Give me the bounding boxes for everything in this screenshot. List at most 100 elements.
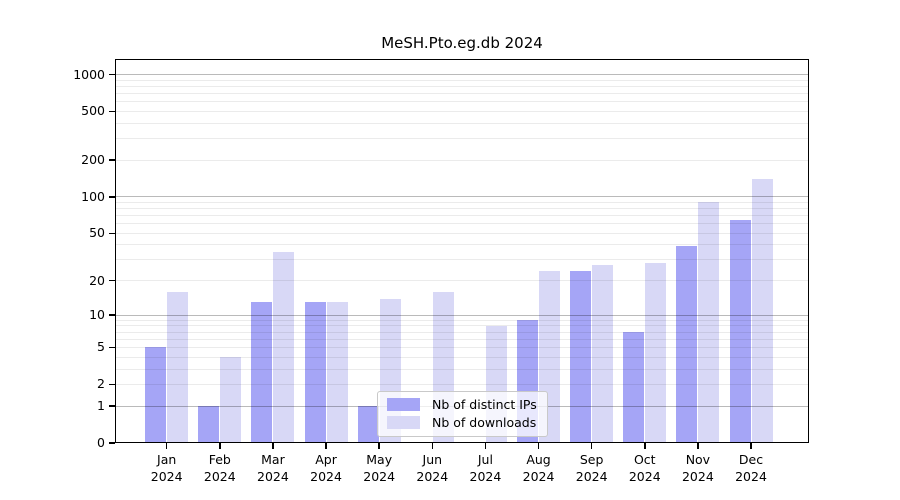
x-tick-label-year: 2024 [469, 469, 502, 484]
y-tick-label: 20 [89, 272, 105, 288]
x-tick-label-year: 2024 [416, 469, 449, 484]
grid-line-minor [115, 138, 809, 140]
y-tick-label: 500 [81, 103, 105, 119]
bar-downloads [751, 179, 773, 443]
bar-distinct-ips [198, 406, 220, 443]
x-tick-label-month: Sep [579, 452, 604, 467]
grid-line-minor [115, 215, 809, 217]
x-tick-label-year: 2024 [310, 469, 342, 484]
y-tick-label: 1 [97, 398, 105, 414]
grid-line-minor [115, 325, 809, 327]
bar-downloads [645, 263, 667, 443]
legend-swatch-distinct-ips [387, 398, 420, 411]
y-tick-label: 50 [89, 225, 105, 241]
grid-line-minor [115, 280, 809, 282]
y-tick [108, 442, 115, 444]
grid-line-minor [115, 122, 809, 124]
grid-line-minor [115, 319, 809, 321]
x-tick-label: Mar 2024 [241, 451, 305, 485]
y-tick [108, 346, 115, 349]
x-tick-label: Jun 2024 [400, 451, 464, 485]
x-tick-label: Dec 2024 [719, 451, 783, 485]
x-tick-label-month: Jul [477, 452, 493, 467]
y-tick-label: 1000 [73, 66, 105, 82]
y-tick [108, 110, 115, 113]
plot-area: Nb of distinct IPs Nb of downloads 0 1 2 5 10… [73, 59, 809, 484]
x-tick-label-month: May [366, 452, 393, 467]
x-tick [697, 443, 699, 449]
y-tick-label: 200 [81, 152, 105, 168]
grid-line-minor [115, 79, 809, 81]
x-tick-label: Apr 2024 [294, 451, 358, 485]
bar-distinct-ips [251, 302, 273, 443]
bar-distinct-ips [729, 219, 751, 443]
bar-downloads [698, 202, 720, 443]
grid-line-minor [115, 85, 809, 87]
x-tick [219, 443, 221, 449]
grid-line-minor [115, 356, 809, 358]
y-tick-label: 2 [97, 376, 105, 392]
y-tick-label: 10 [89, 307, 105, 323]
grid-line-minor [115, 223, 809, 225]
legend-label: Nb of downloads [432, 415, 537, 430]
grid-line-minor [115, 368, 809, 370]
x-tick-label: Jul 2024 [453, 451, 517, 485]
bar-distinct-ips [676, 246, 698, 443]
x-tick [590, 443, 593, 449]
x-tick-label: Feb 2024 [188, 451, 252, 485]
x-tick-label-year: 2024 [363, 469, 396, 484]
y-tick-label: 100 [81, 188, 105, 204]
bar-distinct-ips [623, 332, 645, 443]
x-tick [272, 443, 274, 449]
grid-line-minor [115, 232, 809, 234]
x-tick [537, 443, 540, 449]
x-tick-label-year: 2024 [681, 469, 714, 484]
grid-line-major [115, 74, 809, 76]
x-tick-label-year: 2024 [150, 469, 183, 484]
bar-downloads [326, 302, 348, 443]
grid-line-minor [115, 338, 809, 340]
legend-item: Nb of downloads [387, 415, 538, 430]
grid-line-minor [115, 244, 809, 246]
x-tick-label-month: Oct [633, 452, 656, 467]
x-tick-label-month: Mar [261, 452, 285, 467]
y-tick [108, 314, 115, 316]
x-tick [431, 443, 434, 449]
x-tick [378, 443, 380, 449]
bar-downloads [273, 251, 295, 443]
y-tick-label: 5 [97, 339, 105, 355]
chart-title: MeSH.Pto.eg.db 2024 [381, 34, 543, 52]
grid-line-minor [115, 259, 809, 261]
x-tick-label: Aug 2024 [507, 451, 571, 485]
grid-line-minor [115, 346, 809, 348]
bar-distinct-ips [304, 302, 326, 443]
x-tick-label-month: Jan [157, 452, 177, 467]
bar-distinct-ips [570, 271, 592, 443]
y-tick [108, 159, 115, 161]
grid-line-minor [115, 93, 809, 95]
grid-line-minor [115, 331, 809, 333]
y-tick [108, 232, 115, 235]
x-tick [750, 443, 752, 449]
grid-line-minor [115, 101, 809, 103]
x-tick-label-month: Aug [526, 452, 551, 467]
y-tick-label: 0 [97, 435, 105, 450]
x-tick [644, 443, 646, 449]
y-tick [108, 405, 115, 407]
legend: Nb of distinct IPs Nb of downloads [377, 391, 548, 437]
legend-item: Nb of distinct IPs [387, 397, 538, 412]
bar-distinct-ips [357, 406, 379, 443]
grid-line-minor [115, 201, 809, 203]
bar-distinct-ips [145, 347, 167, 443]
x-tick-label-year: 2024 [522, 469, 555, 484]
x-tick-label: Jan 2024 [135, 451, 199, 485]
x-tick-label-year: 2024 [257, 469, 289, 484]
grid-line-major [115, 314, 809, 316]
x-tick-label-year: 2024 [575, 469, 608, 484]
grid-line-minor [115, 208, 809, 210]
x-tick-label-month: Nov [685, 452, 711, 467]
x-tick [484, 443, 487, 449]
x-tick-label-month: Dec [738, 452, 764, 467]
y-tick [108, 383, 115, 386]
